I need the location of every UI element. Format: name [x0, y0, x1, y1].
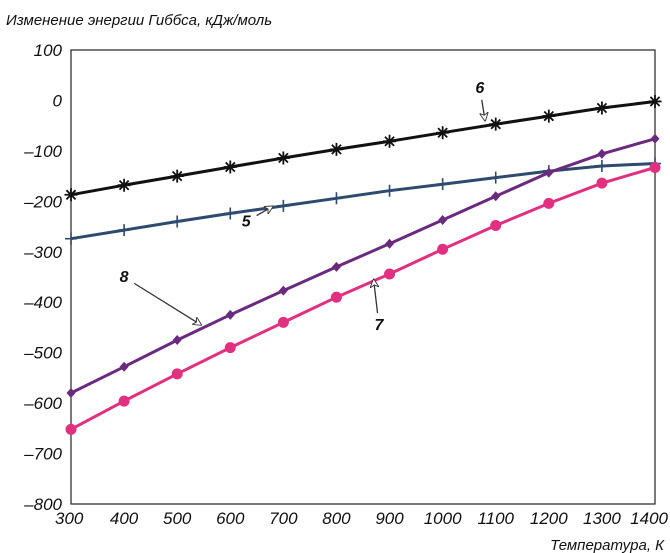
series-8-callout-arrow — [133, 282, 201, 325]
series-6-point — [170, 169, 184, 183]
series-5-point — [118, 224, 131, 237]
series-8-point — [119, 361, 129, 372]
series-6-point — [276, 151, 290, 165]
x-tick-label: 800 — [322, 509, 351, 528]
series-5-point — [277, 199, 290, 212]
series-7-point — [543, 197, 555, 209]
series-7-point — [118, 395, 130, 407]
series-8 — [66, 133, 660, 399]
series-layer — [64, 94, 662, 435]
y-tick-label: 0 — [53, 91, 63, 110]
series-6-point — [436, 126, 450, 140]
y-tick-label: –800 — [23, 495, 62, 514]
series-7-point — [224, 342, 236, 354]
series-5-point — [383, 184, 396, 197]
x-tick-label: 1100 — [477, 509, 514, 528]
series-6-line — [70, 100, 656, 197]
series-6-point — [329, 142, 343, 156]
series-7-point — [384, 268, 396, 280]
series-6-point — [383, 134, 397, 148]
x-tick-label: 500 — [163, 509, 192, 528]
series-8-point — [385, 238, 395, 249]
series-8-point — [331, 261, 341, 272]
series-6-point — [595, 101, 609, 115]
series-7-point — [649, 162, 661, 174]
series-8-line — [70, 137, 656, 395]
y-axis-label: Изменение энергии Гиббса, кДж/моль — [6, 12, 272, 29]
y-tick-label: 100 — [34, 41, 63, 60]
series-7-callout-arrow — [374, 280, 378, 314]
series-8-point — [597, 148, 607, 159]
series-6-point — [648, 94, 662, 108]
series-6-point — [542, 109, 556, 123]
series-6 — [64, 94, 662, 202]
series-7-line — [70, 166, 656, 431]
series-5-point — [224, 207, 237, 220]
series-7-point — [65, 423, 77, 435]
series-7-point — [490, 220, 502, 232]
y-tick-label: –600 — [23, 394, 62, 413]
series-7-point — [437, 243, 449, 255]
y-tick-label: –100 — [23, 142, 62, 161]
x-tick-label: 1200 — [530, 509, 568, 528]
series-5-callout-arrow — [256, 206, 273, 217]
x-tick-label: 300 — [55, 509, 84, 528]
x-tick-labels: 300 400 500 600 700 800 900 1000 1100 1200 1300 140… — [55, 509, 669, 528]
series-5-line — [70, 162, 656, 241]
y-tick-label: –300 — [23, 243, 62, 262]
series-5 — [65, 157, 661, 245]
x-tick-label: 1300 — [583, 509, 621, 528]
series-8-point — [438, 214, 448, 225]
series-7-point — [330, 291, 342, 303]
series-8-point — [66, 388, 76, 399]
series-5-callout-label: 5 — [242, 214, 252, 231]
series-5-point — [65, 232, 77, 245]
x-tick-label: 400 — [110, 509, 139, 528]
series-8-point — [172, 335, 182, 346]
series-8-callout-label: 8 — [120, 269, 129, 286]
plot-frame — [70, 49, 656, 505]
y-tick-labels: 100 0 –100 –200 –300 –400 –500 –600 –700 –800 — [23, 41, 62, 514]
series-6-point — [223, 160, 237, 174]
series-7-point — [277, 316, 289, 328]
annotation-layer: 6 5 8 7 — [120, 80, 485, 334]
series-6-callout-label: 6 — [475, 80, 484, 97]
series-8-point — [650, 133, 660, 144]
series-7 — [65, 162, 661, 435]
series-8-point — [544, 167, 554, 178]
series-6-point — [64, 188, 78, 202]
series-5-point — [171, 215, 184, 228]
series-8-point — [278, 285, 288, 296]
y-tick-label: –500 — [23, 344, 62, 363]
series-8-point — [491, 191, 501, 202]
series-8-point — [225, 309, 235, 320]
x-tick-label: 1000 — [424, 509, 462, 528]
x-tick-label: 700 — [269, 509, 298, 528]
y-tick-label: –700 — [23, 445, 62, 464]
y-tick-label: –400 — [23, 293, 62, 312]
series-6-callout-arrow — [482, 99, 485, 121]
series-5-point — [595, 160, 608, 173]
x-axis-label: Температура, К — [550, 537, 665, 553]
y-tick-label: –200 — [23, 192, 62, 211]
series-5-point — [436, 178, 449, 191]
series-7-point — [596, 177, 608, 189]
series-6-point — [489, 117, 503, 131]
series-7-callout-label: 7 — [374, 317, 384, 334]
series-7-point — [171, 368, 183, 380]
x-tick-label: 1400 — [630, 509, 668, 528]
x-tick-label: 900 — [375, 509, 404, 528]
series-5-point — [330, 192, 343, 205]
series-6-point — [117, 178, 131, 192]
x-tick-label: 600 — [216, 509, 245, 528]
series-5-point — [489, 171, 502, 184]
